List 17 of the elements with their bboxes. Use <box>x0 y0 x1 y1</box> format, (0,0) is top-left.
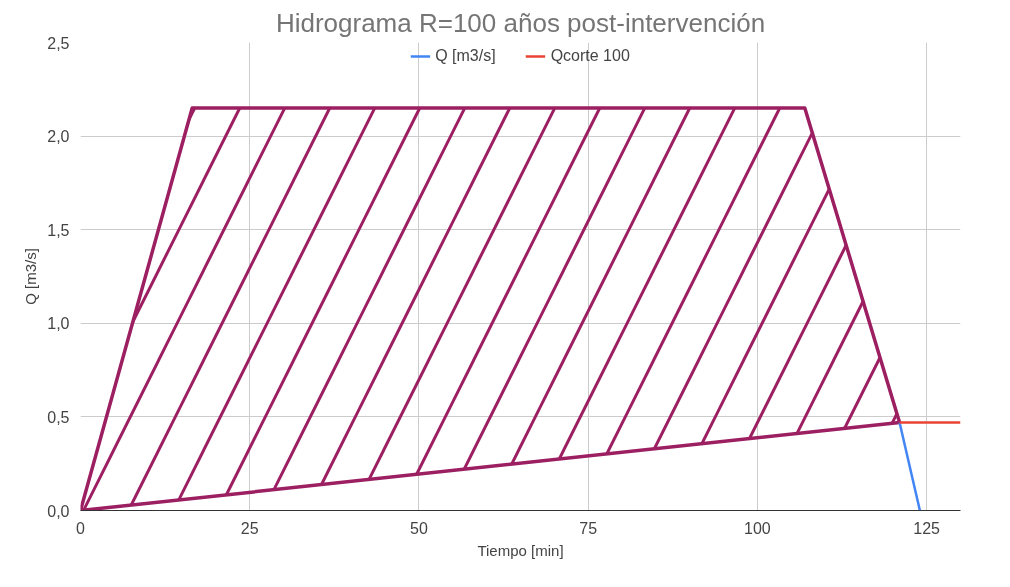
y-tick-label: 2,0 <box>47 128 70 146</box>
x-tick-label: 0 <box>76 519 86 537</box>
x-tick-label: 100 <box>744 519 771 537</box>
y-tick-label: 0,5 <box>47 408 70 426</box>
y-tick-label: 0,0 <box>47 502 70 520</box>
y-tick-label: 2,5 <box>47 34 70 52</box>
legend-label: Q [m3/s] <box>435 47 496 65</box>
x-tick-label: 25 <box>240 519 259 537</box>
x-tick-label: 125 <box>913 519 941 537</box>
x-tick-label: 75 <box>579 519 598 537</box>
y-tick-label: 1,5 <box>47 221 70 239</box>
y-axis-title: Q [m3/s] <box>22 248 40 305</box>
chart-title: Hidrograma R=100 años post-intervención <box>275 7 766 38</box>
y-tick-label: 1,0 <box>47 315 70 333</box>
legend-label: Qcorte 100 <box>550 47 630 65</box>
x-axis-title: Tiempo [min] <box>477 541 564 559</box>
x-tick-label: 50 <box>410 519 428 537</box>
